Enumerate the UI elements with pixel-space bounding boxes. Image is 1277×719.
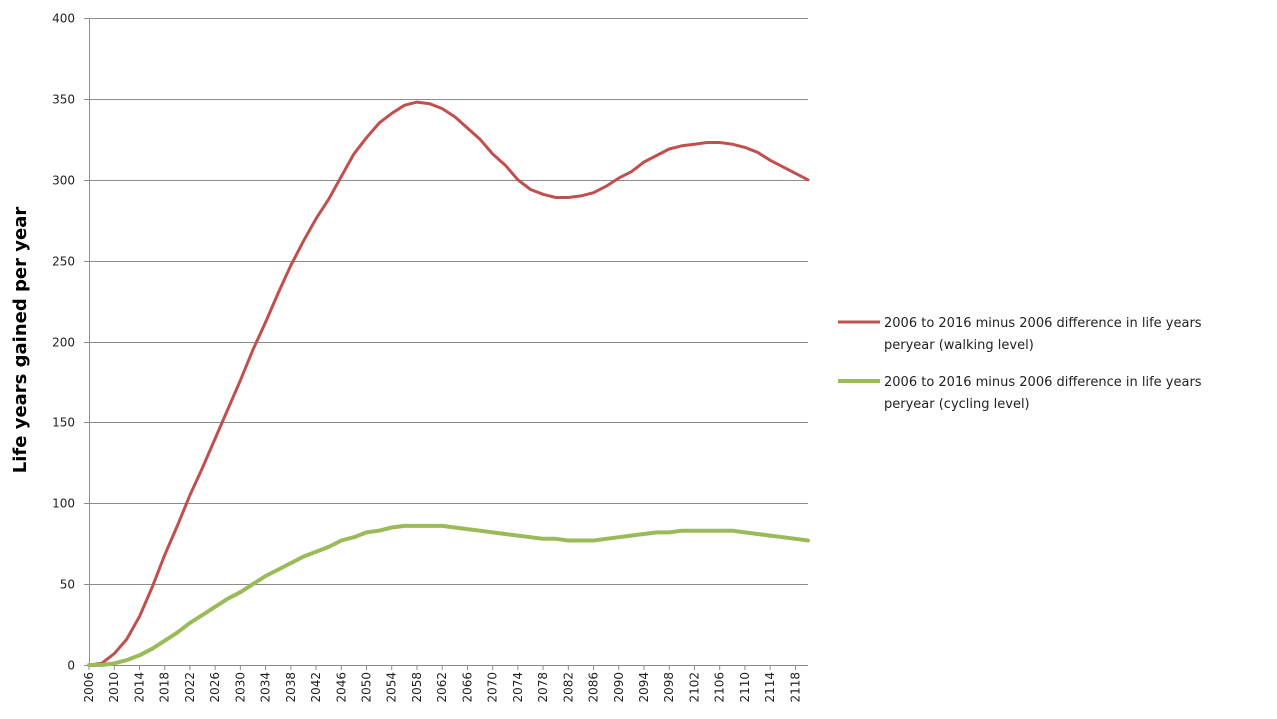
y-tick-label: 200 — [52, 336, 75, 350]
y-tick-label: 300 — [52, 174, 75, 188]
legend-label-cycling: 2006 to 2016 minus 2006 difference in li… — [884, 375, 1202, 390]
x-tick-label: 2026 — [208, 672, 222, 703]
legend-label-walking: 2006 to 2016 minus 2006 difference in li… — [884, 316, 1202, 331]
x-tick-label: 2038 — [284, 672, 298, 703]
x-tick-label: 2070 — [486, 672, 500, 703]
legend: 2006 to 2016 minus 2006 difference in li… — [838, 316, 1202, 412]
x-tick-label: 2030 — [233, 672, 247, 703]
x-tick-label: 2014 — [132, 672, 146, 703]
x-tick-label: 2062 — [435, 672, 449, 703]
y-tick-label: 250 — [52, 255, 75, 269]
x-tick-label: 2010 — [107, 672, 121, 703]
series-lines — [87, 100, 810, 667]
y-tick-label: 50 — [60, 578, 75, 592]
legend-label-walking: peryear (walking level) — [884, 338, 1034, 353]
axes — [84, 18, 808, 670]
y-tick-label: 150 — [52, 416, 75, 430]
x-tick-label: 2118 — [788, 672, 802, 703]
x-tick-label: 2006 — [82, 672, 96, 703]
x-tick-label: 2090 — [612, 672, 626, 703]
x-tick-label: 2018 — [158, 672, 172, 703]
series-line-cycling — [87, 523, 810, 667]
y-axis-label: Life years gained per year — [10, 207, 31, 474]
legend-label-cycling: peryear (cycling level) — [884, 397, 1030, 412]
x-tick-label: 2042 — [309, 672, 323, 703]
y-tick-label: 0 — [67, 659, 75, 673]
x-tick-label: 2034 — [259, 672, 273, 703]
y-tick-label: 350 — [52, 93, 75, 107]
x-tick-labels: 2006 2010 2014 2018 2022 2026 2030 2034 2038 2042… — [82, 672, 802, 703]
x-tick-label: 2098 — [662, 672, 676, 703]
x-tick-label: 2046 — [334, 672, 348, 703]
series-line-walking — [87, 100, 810, 667]
gridlines — [89, 18, 808, 585]
x-tick-label: 2102 — [687, 672, 701, 703]
x-tick-label: 2058 — [410, 672, 424, 703]
x-tick-label: 2110 — [738, 672, 752, 703]
y-tick-label: 400 — [52, 12, 75, 26]
x-tick-label: 2054 — [385, 672, 399, 703]
x-tick-label: 2094 — [637, 672, 651, 703]
x-tick-label: 2066 — [460, 672, 474, 703]
y-tick-labels: 0 50 100 150 200 250 300 350 400 — [52, 12, 75, 673]
x-tick-label: 2082 — [561, 672, 575, 703]
x-tick-label: 2050 — [360, 672, 374, 703]
x-tick-label: 2074 — [511, 672, 525, 703]
x-tick-label: 2114 — [763, 672, 777, 703]
x-tick-label: 2078 — [536, 672, 550, 703]
y-tick-label: 100 — [52, 497, 75, 511]
x-tick-label: 2086 — [587, 672, 601, 703]
x-tick-label: 2106 — [713, 672, 727, 703]
x-tick-label: 2022 — [183, 672, 197, 703]
